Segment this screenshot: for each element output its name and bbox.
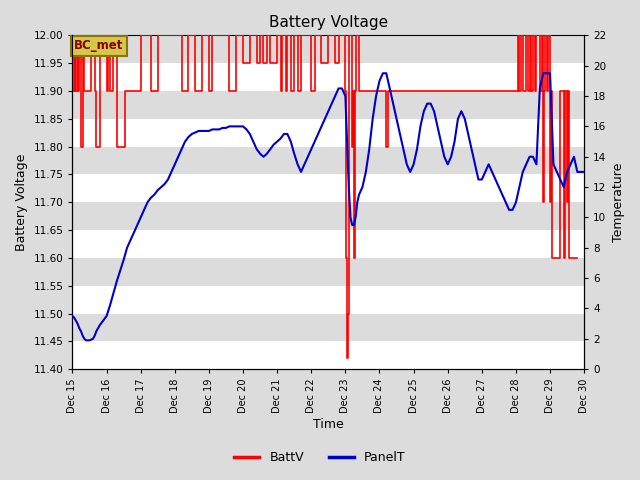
Bar — [72, 63, 584, 91]
Legend: BattV, PanelT: BattV, PanelT — [229, 446, 411, 469]
X-axis label: Time: Time — [313, 419, 344, 432]
Title: Battery Voltage: Battery Voltage — [269, 15, 388, 30]
Bar — [72, 91, 584, 119]
Bar — [72, 146, 584, 174]
Bar — [72, 174, 584, 202]
Bar — [72, 36, 584, 63]
Bar — [72, 341, 584, 369]
Y-axis label: Battery Voltage: Battery Voltage — [15, 154, 28, 251]
Bar — [72, 202, 584, 230]
Bar — [72, 230, 584, 258]
Y-axis label: Temperature: Temperature — [612, 163, 625, 242]
Bar — [72, 119, 584, 146]
Bar — [72, 258, 584, 286]
Bar — [72, 313, 584, 341]
Bar — [72, 286, 584, 313]
Text: BC_met: BC_met — [74, 39, 124, 52]
